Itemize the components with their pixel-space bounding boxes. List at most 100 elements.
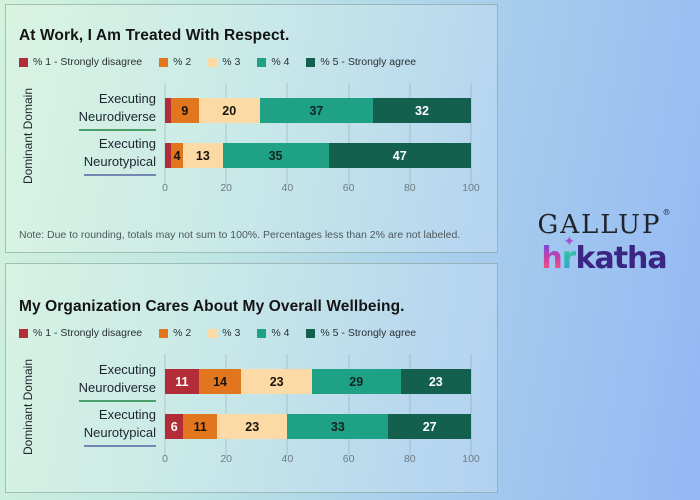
bar-segment: 13 bbox=[183, 143, 223, 168]
legend-item: % 1 - Strongly disagree bbox=[19, 327, 142, 339]
legend-label: % 2 bbox=[173, 327, 192, 339]
sparkle-icon: ✦ bbox=[563, 234, 576, 250]
bar-segment: 29 bbox=[311, 369, 401, 394]
x-tick-label: 0 bbox=[162, 182, 168, 194]
bar-segment: 23 bbox=[241, 369, 312, 394]
gridline bbox=[470, 83, 472, 186]
legend-label: % 5 - Strongly agree bbox=[320, 56, 417, 68]
x-tick-label: 60 bbox=[342, 453, 355, 465]
plot-area: Executing Neurodiverse 11 14 23 29 23 Executing… bbox=[37, 354, 480, 471]
y-axis-label: Dominant Domain bbox=[21, 359, 35, 456]
hrkatha-katha: katha bbox=[575, 241, 668, 276]
bar-segment: 9 bbox=[171, 98, 199, 123]
x-axis-ticks: 0 20 40 60 80 100 bbox=[162, 182, 480, 198]
legend-item: % 5 - Strongly agree bbox=[306, 56, 416, 68]
category-row: Executing Neurotypical 4 13 35 47 bbox=[37, 133, 471, 178]
bar-segment: 32 bbox=[373, 98, 471, 123]
category-label: Executing Neurodiverse bbox=[37, 90, 165, 131]
chart-area: Dominant Domain Executing Neurodiverse 9 20… bbox=[19, 83, 480, 200]
legend: % 1 - Strongly disagree % 2 % 3 % 4 % 5 - St… bbox=[19, 56, 471, 68]
legend-item: % 1 - Strongly disagree bbox=[19, 56, 142, 68]
bar-segment: 23 bbox=[217, 414, 288, 439]
stacked-bar: 9 20 37 32 bbox=[165, 98, 471, 123]
legend-item: % 4 bbox=[257, 327, 289, 339]
category-text: Executing Neurodiverse bbox=[78, 90, 156, 131]
legend-label: % 2 bbox=[173, 56, 192, 68]
gridline bbox=[225, 83, 227, 186]
x-axis-ticks: 0 20 40 60 80 100 bbox=[162, 453, 480, 469]
rows: Executing Neurodiverse 9 20 37 32 Executing Neu… bbox=[37, 88, 471, 178]
legend-swatch-icon bbox=[257, 57, 267, 67]
bar-segment: 33 bbox=[287, 414, 389, 439]
category-row: Executing Neurodiverse 11 14 23 29 23 bbox=[37, 359, 471, 404]
bar-segment: 47 bbox=[328, 143, 471, 168]
stacked-bar: 11 14 23 29 23 bbox=[165, 369, 471, 394]
gridlines bbox=[164, 83, 472, 186]
x-tick-label: 20 bbox=[220, 453, 233, 465]
legend-label: % 1 - Strongly disagree bbox=[33, 327, 143, 339]
legend-item: % 3 bbox=[208, 327, 240, 339]
gridlines bbox=[164, 354, 472, 457]
bar-segment bbox=[165, 143, 172, 168]
gallup-logo: GALLUP® bbox=[528, 208, 680, 240]
x-tick-label: 0 bbox=[162, 453, 168, 465]
bar-segment: 20 bbox=[198, 98, 260, 123]
legend-item: % 4 bbox=[257, 56, 289, 68]
category-text: Executing Neurodiverse bbox=[78, 361, 156, 402]
legend-item: % 5 - Strongly agree bbox=[306, 327, 416, 339]
legend-item: % 2 bbox=[159, 327, 191, 339]
x-tick-label: 60 bbox=[342, 182, 355, 194]
chart-title: My Organization Cares About My Overall W… bbox=[19, 298, 405, 315]
logos: GALLUP® ✦ hrkatha bbox=[528, 209, 680, 274]
chart-area: Dominant Domain Executing Neurodiverse 11 1… bbox=[19, 354, 480, 471]
gallup-wordmark: GALLUP bbox=[537, 210, 662, 240]
gridline bbox=[286, 354, 288, 457]
chart-panel-wellbeing: My Organization Cares About My Overall W… bbox=[5, 263, 498, 493]
hrkatha-logo: ✦ hrkatha bbox=[541, 235, 668, 276]
category-text: Executing Neurotypical bbox=[83, 406, 156, 447]
stacked-bar: 6 11 23 33 27 bbox=[165, 414, 471, 439]
legend-label: % 4 bbox=[271, 327, 290, 339]
bar-segment: 37 bbox=[259, 98, 374, 123]
gridline bbox=[286, 83, 288, 186]
category-label: Executing Neurotypical bbox=[37, 406, 165, 447]
legend-swatch-icon bbox=[257, 328, 267, 338]
hrkatha-h: h bbox=[541, 241, 562, 276]
legend-label: % 3 bbox=[222, 327, 241, 339]
bar-segment: 27 bbox=[388, 414, 471, 439]
plot-area: Executing Neurodiverse 9 20 37 32 Executing Neu… bbox=[37, 83, 480, 200]
legend-swatch-icon bbox=[306, 57, 316, 67]
y-axis-label: Dominant Domain bbox=[21, 88, 35, 185]
legend-item: % 3 bbox=[208, 56, 240, 68]
hrkatha-r: r bbox=[561, 241, 577, 276]
legend: % 1 - Strongly disagree % 2 % 3 % 4 % 5 - St… bbox=[19, 327, 471, 339]
x-tick-label: 100 bbox=[462, 182, 480, 194]
legend-label: % 5 - Strongly agree bbox=[320, 327, 417, 339]
legend-label: % 1 - Strongly disagree bbox=[33, 56, 143, 68]
legend-label: % 3 bbox=[222, 56, 241, 68]
bar-segment: 11 bbox=[165, 369, 199, 394]
legend-item: % 2 bbox=[159, 56, 191, 68]
bar-segment: 6 bbox=[165, 414, 184, 439]
bar-segment: 23 bbox=[400, 369, 471, 394]
x-tick-label: 20 bbox=[220, 182, 233, 194]
registered-mark-icon: ® bbox=[662, 208, 671, 217]
chart-panel-respect: At Work, I Am Treated With Respect. % 1 … bbox=[5, 4, 498, 253]
gridline bbox=[348, 354, 350, 457]
gridline bbox=[164, 83, 166, 186]
x-tick-label: 40 bbox=[281, 453, 294, 465]
legend-swatch-icon bbox=[208, 57, 218, 67]
gridline bbox=[470, 354, 472, 457]
bar-segment: 11 bbox=[183, 414, 218, 439]
legend-label: % 4 bbox=[271, 56, 290, 68]
x-tick-label: 80 bbox=[403, 182, 416, 194]
category-label: Executing Neurodiverse bbox=[37, 361, 165, 402]
gridline bbox=[409, 83, 411, 186]
legend-swatch-icon bbox=[159, 57, 169, 67]
x-tick-label: 40 bbox=[281, 182, 294, 194]
category-text: Executing Neurotypical bbox=[83, 135, 156, 176]
bar-segment bbox=[165, 98, 172, 123]
footnote: Note: Due to rounding, totals may not su… bbox=[19, 229, 461, 241]
legend-swatch-icon bbox=[159, 328, 169, 338]
legend-swatch-icon bbox=[19, 57, 28, 67]
